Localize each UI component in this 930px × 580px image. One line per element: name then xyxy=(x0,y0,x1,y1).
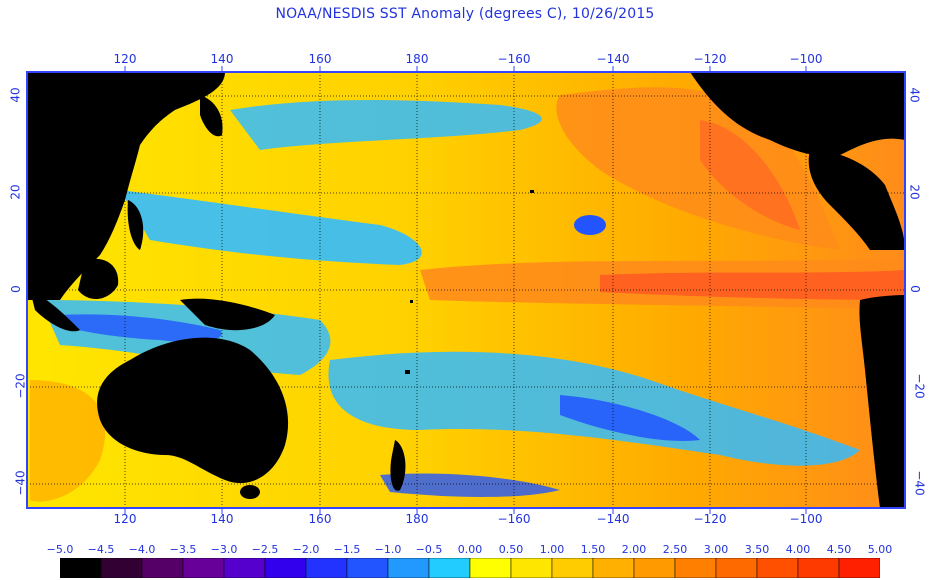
lat-label-left: 20 xyxy=(9,184,23,200)
colorbar-label: −4.0 xyxy=(128,543,156,556)
lat-label-left: −20 xyxy=(13,373,28,399)
land-asia xyxy=(27,72,225,300)
colorbar-swatch xyxy=(633,558,676,578)
land-borneo xyxy=(78,258,119,300)
colorbar-swatch xyxy=(797,558,840,578)
colorbar-label: −3.5 xyxy=(169,543,197,556)
lon-label-top: −140 xyxy=(596,52,630,66)
lat-label-left: −40 xyxy=(13,470,28,496)
colorbar-label: −2.0 xyxy=(292,543,320,556)
lon-label-bottom: 140 xyxy=(210,512,234,526)
graticule xyxy=(27,72,905,508)
lat-label-right: 0 xyxy=(907,285,922,293)
colorbar xyxy=(60,558,880,578)
lat-label-right: −20 xyxy=(912,373,927,399)
lat-label-right: 40 xyxy=(908,87,922,103)
land-philippines xyxy=(127,200,144,250)
colorbar-swatch xyxy=(469,558,512,578)
land-new-guinea xyxy=(180,298,275,331)
colorbar-swatch xyxy=(551,558,594,578)
colorbar-label: 2.00 xyxy=(621,543,647,556)
lon-label-top: −100 xyxy=(789,52,823,66)
western-cool-band xyxy=(120,190,422,265)
colorbar-swatch xyxy=(60,558,102,578)
colorbar-swatch xyxy=(510,558,553,578)
land-japan xyxy=(200,95,223,137)
land-south-america xyxy=(859,295,905,508)
colorbar-swatch xyxy=(264,558,307,578)
lon-label-bottom: −160 xyxy=(497,512,531,526)
lon-label-bottom: −100 xyxy=(789,512,823,526)
lat-label-right: 20 xyxy=(908,184,922,200)
colorbar-swatch xyxy=(592,558,635,578)
north-cool-band xyxy=(230,100,542,150)
colorbar-label: −1.0 xyxy=(374,543,402,556)
colorbar-label: 1.00 xyxy=(539,543,565,556)
colorbar-swatch xyxy=(715,558,758,578)
colorbar-swatch xyxy=(756,558,799,578)
lon-label-top: −120 xyxy=(693,52,727,66)
equatorial-strong-warm xyxy=(600,270,905,300)
colorbar-label: 1.50 xyxy=(580,543,606,556)
colorbar-label: −5.0 xyxy=(46,543,74,556)
lat-label-right: −40 xyxy=(912,470,927,496)
colorbar-swatch xyxy=(387,558,430,578)
lon-label-bottom: 120 xyxy=(113,512,137,526)
lon-label-top: 180 xyxy=(405,52,429,66)
colorbar-label: −4.5 xyxy=(87,543,115,556)
colorbar-label: 4.50 xyxy=(826,543,852,556)
colorbar-label: 2.50 xyxy=(662,543,688,556)
land-sumatra xyxy=(30,290,80,332)
land-new-zealand xyxy=(390,440,406,491)
colorbar-label: −3.0 xyxy=(210,543,238,556)
colorbar-label: −2.5 xyxy=(251,543,279,556)
land-mexico xyxy=(808,150,905,250)
colorbar-swatch xyxy=(838,558,880,578)
colorbar-label: 0.00 xyxy=(457,543,483,556)
colorbar-label: 3.50 xyxy=(744,543,770,556)
lon-label-bottom: 160 xyxy=(308,512,332,526)
land-australia xyxy=(97,337,289,484)
lat-label-left: 0 xyxy=(8,285,23,293)
lon-label-bottom: −120 xyxy=(693,512,727,526)
lon-label-top: 140 xyxy=(210,52,234,66)
colorbar-swatch xyxy=(346,558,389,578)
lon-label-top: 160 xyxy=(308,52,332,66)
lon-label-top: −160 xyxy=(497,52,531,66)
colorbar-swatch xyxy=(182,558,225,578)
colorbar-swatch xyxy=(674,558,717,578)
map-frame xyxy=(26,71,906,509)
colorbar-label: 3.00 xyxy=(703,543,729,556)
colorbar-label: −1.5 xyxy=(333,543,361,556)
colorbar-label: 5.00 xyxy=(867,543,893,556)
lon-label-top: 120 xyxy=(113,52,137,66)
colorbar-swatch xyxy=(223,558,266,578)
colorbar-swatch xyxy=(100,558,143,578)
lon-label-bottom: −140 xyxy=(596,512,630,526)
lon-label-bottom: 180 xyxy=(405,512,429,526)
cold-spot xyxy=(574,215,606,235)
lat-label-left: 40 xyxy=(9,87,23,103)
colorbar-label: −0.5 xyxy=(415,543,443,556)
map-title: NOAA/NESDIS SST Anomaly (degrees C), 10/… xyxy=(275,6,655,22)
land-north-america xyxy=(690,72,905,157)
colorbar-label: 0.50 xyxy=(498,543,524,556)
colorbar-label: 4.00 xyxy=(785,543,811,556)
colorbar-swatch xyxy=(305,558,348,578)
colorbar-swatch xyxy=(428,558,471,578)
colorbar-swatch xyxy=(141,558,184,578)
